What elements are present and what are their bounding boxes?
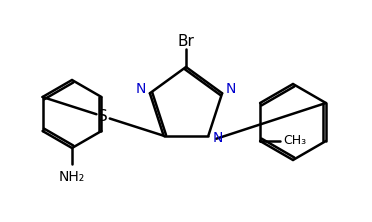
Text: N: N [226,82,236,96]
Text: Br: Br [177,34,195,48]
Text: N: N [136,82,146,96]
Text: NH₂: NH₂ [59,170,85,184]
Text: CH₃: CH₃ [283,135,306,147]
Text: N: N [212,131,222,145]
Text: S: S [98,109,108,124]
